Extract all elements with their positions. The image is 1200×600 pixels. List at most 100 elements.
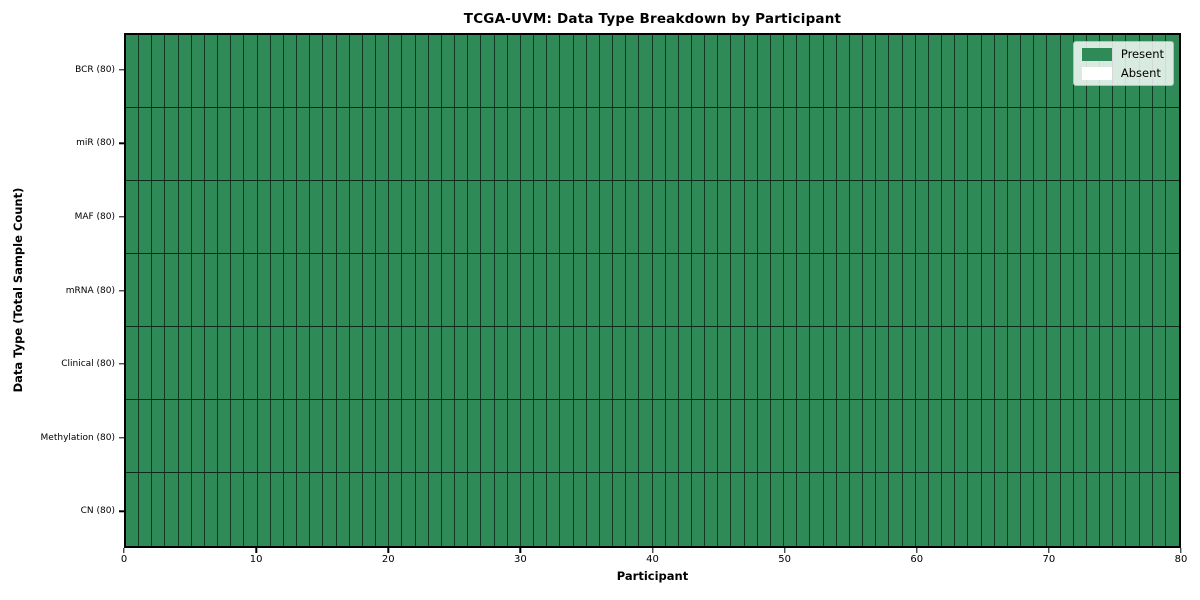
heatmap-cell xyxy=(481,327,495,399)
heatmap-cell xyxy=(823,35,837,107)
heatmap-cell xyxy=(297,108,311,180)
heatmap-cell xyxy=(928,108,943,180)
heatmap-cell xyxy=(902,327,916,399)
heatmap-cell xyxy=(560,400,574,472)
heatmap-cell xyxy=(889,473,903,546)
heatmap-cell xyxy=(797,35,811,107)
heatmap-cell xyxy=(494,254,508,326)
heatmap-cell xyxy=(613,400,627,472)
heatmap-cell xyxy=(849,400,864,472)
heatmap-cell xyxy=(981,327,995,399)
y-tick-mark xyxy=(119,510,124,512)
heatmap-cell xyxy=(534,108,548,180)
heatmap-cell xyxy=(520,108,535,180)
heatmap-cell xyxy=(178,473,192,546)
heatmap-cell xyxy=(573,181,587,253)
heatmap-cell xyxy=(613,473,627,546)
heatmap-cell xyxy=(139,400,153,472)
heatmap-cell xyxy=(1021,254,1035,326)
heatmap-cell xyxy=(362,181,377,253)
heatmap-cell xyxy=(178,108,192,180)
x-tick-labels: 0 10 20 30 40 50 60 70 80 xyxy=(121,554,1188,568)
heatmap-cell xyxy=(152,181,166,253)
legend-swatch-absent xyxy=(1081,66,1112,80)
heatmap-cell xyxy=(1047,108,1061,180)
heatmap-cell xyxy=(652,327,666,399)
heatmap-cell xyxy=(376,400,390,472)
heatmap-cell xyxy=(323,35,337,107)
heatmap-cell xyxy=(1126,181,1140,253)
heatmap-cell xyxy=(718,108,732,180)
y-tick-mark xyxy=(119,216,124,218)
heatmap-cell xyxy=(1100,108,1114,180)
heatmap-cell xyxy=(1034,473,1048,546)
heatmap-cell xyxy=(349,181,363,253)
y-tick-label: mRNA (80) xyxy=(65,285,115,296)
heatmap-cell xyxy=(823,181,837,253)
heatmap-cell xyxy=(863,400,877,472)
heatmap-cell xyxy=(1021,473,1035,546)
heatmap-cell xyxy=(705,327,719,399)
heatmap-cell xyxy=(310,327,324,399)
heatmap-cell xyxy=(520,473,535,546)
heatmap-cell xyxy=(126,35,140,107)
heatmap-cell xyxy=(218,254,232,326)
heatmap-cell xyxy=(731,400,745,472)
heatmap-cell xyxy=(784,35,798,107)
heatmap-cell xyxy=(257,254,271,326)
heatmap-cell xyxy=(665,108,679,180)
x-tick-mark xyxy=(783,548,786,553)
heatmap-cell xyxy=(678,35,692,107)
heatmap-cell xyxy=(139,108,153,180)
heatmap-cell xyxy=(218,35,232,107)
heatmap-cell xyxy=(744,400,758,472)
heatmap-cell xyxy=(770,108,785,180)
heatmap-cell xyxy=(481,35,495,107)
heatmap-cell xyxy=(836,181,850,253)
heatmap-row-maf xyxy=(126,181,1179,254)
heatmap-cell xyxy=(797,181,811,253)
heatmap-cell xyxy=(204,327,219,399)
y-tick-label: BCR (80) xyxy=(75,64,115,75)
heatmap-cell xyxy=(1047,181,1061,253)
heatmap-cell xyxy=(468,108,482,180)
heatmap-cell xyxy=(731,181,745,253)
heatmap-cell xyxy=(244,108,258,180)
heatmap-cell xyxy=(520,400,535,472)
heatmap-cell xyxy=(520,35,535,107)
heatmap-cell xyxy=(691,327,706,399)
heatmap-cell xyxy=(639,400,653,472)
heatmap-cell xyxy=(126,181,140,253)
heatmap-cell xyxy=(1165,400,1179,472)
heatmap-cell xyxy=(178,35,192,107)
heatmap-cell xyxy=(757,181,771,253)
heatmap-cell xyxy=(994,327,1008,399)
x-tick-mark xyxy=(123,548,125,553)
heatmap-cell xyxy=(955,254,969,326)
heatmap-cell xyxy=(152,108,166,180)
heatmap-cell xyxy=(402,254,416,326)
x-tick-mark xyxy=(1180,548,1182,553)
heatmap-cell xyxy=(455,400,469,472)
heatmap-cell xyxy=(731,35,745,107)
heatmap-cell xyxy=(560,473,574,546)
heatmap-cell xyxy=(297,400,311,472)
heatmap-cell xyxy=(1073,108,1087,180)
heatmap-cell xyxy=(599,35,613,107)
heatmap-cell xyxy=(942,181,956,253)
heatmap-cell xyxy=(849,327,864,399)
heatmap-cell xyxy=(1139,181,1153,253)
heatmap-grid xyxy=(126,35,1179,546)
heatmap-cell xyxy=(784,254,798,326)
heatmap-cell xyxy=(126,254,140,326)
heatmap-cell xyxy=(336,400,350,472)
heatmap-cell xyxy=(955,181,969,253)
heatmap-cell xyxy=(204,181,219,253)
y-tick-mark xyxy=(119,289,124,292)
heatmap-cell xyxy=(665,35,679,107)
heatmap-cell xyxy=(718,327,732,399)
heatmap-cell xyxy=(507,473,521,546)
y-tick-label: MAF (80) xyxy=(74,211,115,222)
heatmap-cell xyxy=(283,108,298,180)
heatmap-cell xyxy=(928,327,943,399)
